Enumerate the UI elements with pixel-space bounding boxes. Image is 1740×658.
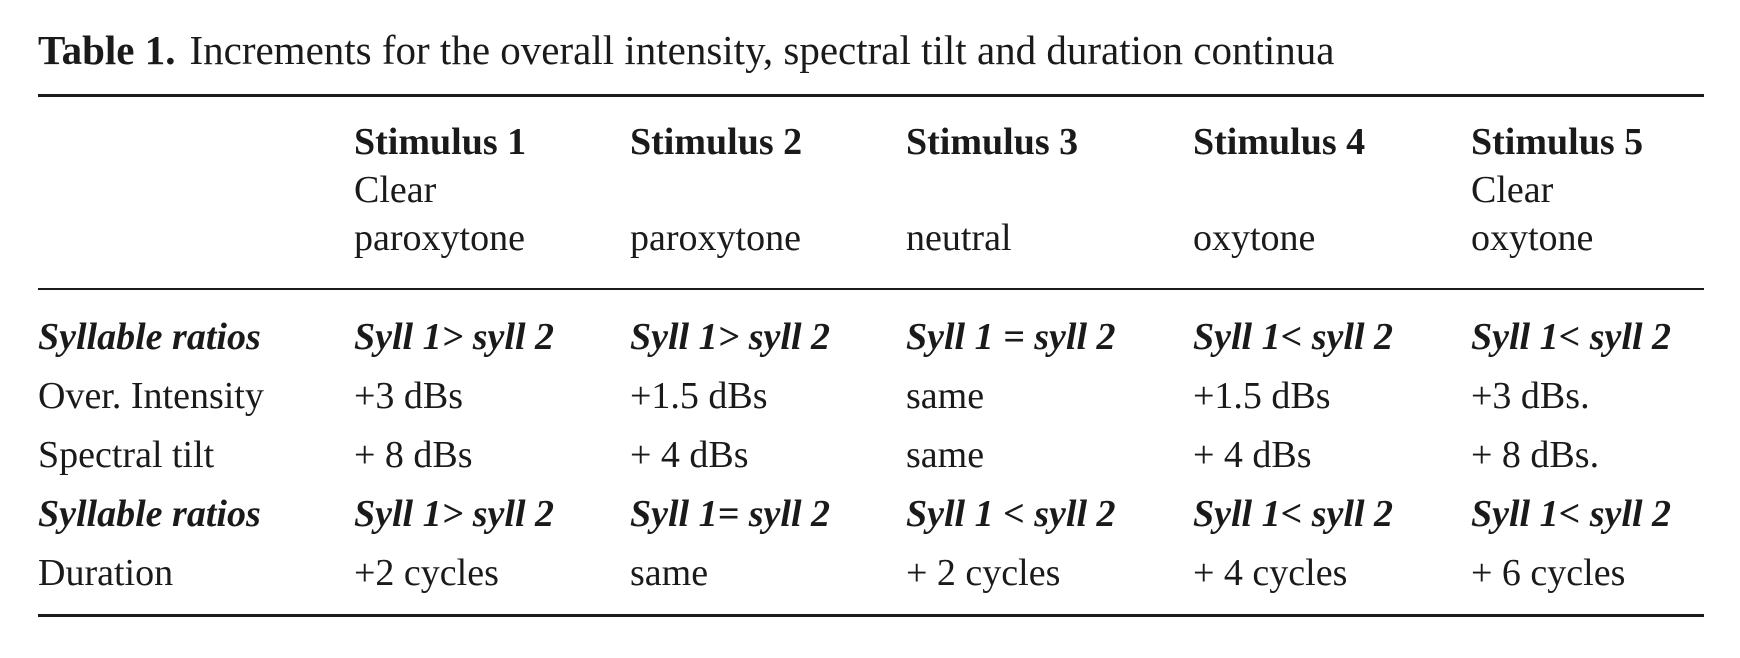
stimulus-desc-line2: oxytone — [1193, 217, 1316, 259]
table-header-row: Stimulus 1 Clear paroxytone Stimulus 2 p… — [0, 118, 1740, 278]
stimulus-desc-line2: oxytone — [1471, 217, 1594, 259]
stimulus-name: Stimulus 1 — [354, 121, 527, 163]
stimulus-desc-line1 — [1193, 166, 1365, 214]
row-label: Syllable ratios — [38, 316, 261, 358]
stimulus-name: Stimulus 4 — [1193, 121, 1366, 163]
top-rule — [38, 94, 1704, 97]
stimulus-desc-line1: Clear — [1471, 169, 1554, 211]
table-cell: + 2 cycles — [906, 552, 1061, 594]
stimulus-desc-line1: Clear — [354, 169, 437, 211]
column-header-stimulus-3: Stimulus 3 neutral — [906, 118, 1078, 262]
table-row-spectral-tilt: Spectral tilt + 8 dBs + 4 dBs same + 4 d… — [0, 426, 1740, 484]
table-label: Table 1. — [38, 27, 176, 73]
stimulus-name: Stimulus 5 — [1471, 121, 1644, 163]
bottom-rule — [38, 614, 1704, 617]
table-row-syllable-ratios-2: Syllable ratios Syll 1> syll 2 Syll 1= s… — [0, 485, 1740, 543]
table-cell: + 8 dBs. — [1471, 434, 1600, 476]
stimulus-desc-line1 — [630, 166, 802, 214]
table-cell: + 6 cycles — [1471, 552, 1626, 594]
stimulus-desc-line1 — [906, 166, 1078, 214]
table-cell: Syll 1< syll 2 — [1471, 493, 1672, 535]
table-cell: Syll 1> syll 2 — [354, 493, 555, 535]
column-header-stimulus-4: Stimulus 4 oxytone — [1193, 118, 1365, 262]
table-row-overall-intensity: Over. Intensity +3 dBs +1.5 dBs same +1.… — [0, 367, 1740, 425]
table-cell: Syll 1< syll 2 — [1471, 316, 1672, 358]
table-cell: Syll 1= syll 2 — [630, 493, 831, 535]
table-cell: Syll 1 = syll 2 — [906, 316, 1116, 358]
table-cell: +3 dBs — [354, 375, 464, 417]
table-cell: + 4 dBs — [1193, 434, 1312, 476]
table-cell: +1.5 dBs — [1193, 375, 1331, 417]
column-header-stimulus-1: Stimulus 1 Clear paroxytone — [354, 118, 526, 262]
table-cell: +3 dBs. — [1471, 375, 1590, 417]
table-cell: same — [906, 375, 985, 417]
table-cell: Syll 1< syll 2 — [1193, 493, 1394, 535]
table-cell: + 8 dBs — [354, 434, 473, 476]
table-cell: Syll 1 < syll 2 — [906, 493, 1116, 535]
stimulus-desc-line2: paroxytone — [354, 217, 525, 259]
column-header-stimulus-2: Stimulus 2 paroxytone — [630, 118, 802, 262]
table-row-duration: Duration +2 cycles same + 2 cycles + 4 c… — [0, 544, 1740, 602]
row-label: Over. Intensity — [38, 375, 264, 417]
stimulus-desc-line2: neutral — [906, 217, 1012, 259]
row-label: Duration — [38, 552, 174, 594]
stimulus-name: Stimulus 2 — [630, 121, 803, 163]
table-cell: same — [906, 434, 985, 476]
table-cell: +2 cycles — [354, 552, 499, 594]
stimulus-name: Stimulus 3 — [906, 121, 1079, 163]
row-label: Syllable ratios — [38, 493, 261, 535]
stimulus-desc-line2: paroxytone — [630, 217, 801, 259]
table-cell: same — [630, 552, 709, 594]
column-header-stimulus-5: Stimulus 5 Clear oxytone — [1471, 118, 1643, 262]
table-cell: + 4 dBs — [630, 434, 749, 476]
table-cell: Syll 1< syll 2 — [1193, 316, 1394, 358]
table-caption-text: Increments for the overall intensity, sp… — [189, 27, 1335, 73]
table-cell: Syll 1> syll 2 — [630, 316, 831, 358]
table-cell: Syll 1> syll 2 — [354, 316, 555, 358]
table-row-syllable-ratios-1: Syllable ratios Syll 1> syll 2 Syll 1> s… — [0, 308, 1740, 366]
table-cell: +1.5 dBs — [630, 375, 768, 417]
row-label: Spectral tilt — [38, 434, 215, 476]
table-cell: + 4 cycles — [1193, 552, 1348, 594]
table-caption: Table 1. Increments for the overall inten… — [38, 22, 1334, 78]
header-rule — [38, 288, 1704, 290]
